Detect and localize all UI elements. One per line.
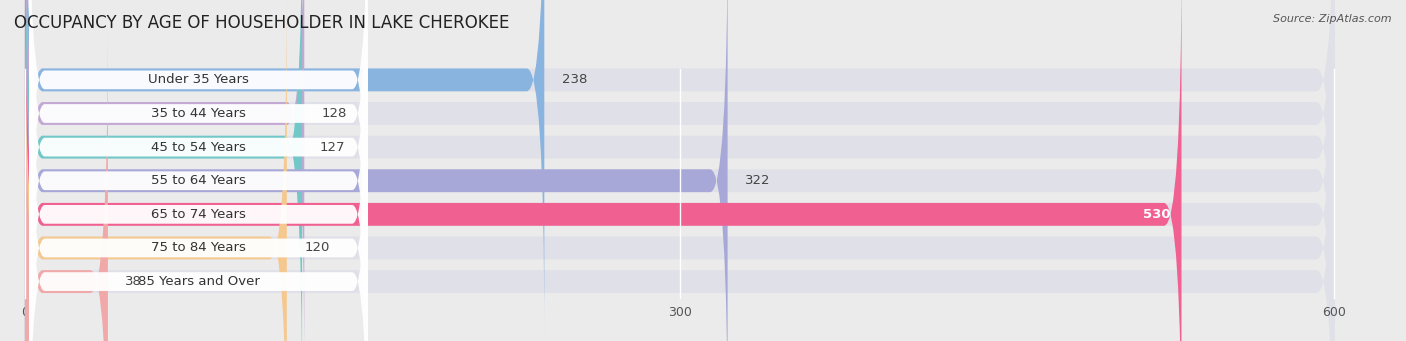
FancyBboxPatch shape bbox=[25, 0, 1334, 341]
FancyBboxPatch shape bbox=[25, 0, 1334, 341]
Text: 38: 38 bbox=[125, 275, 142, 288]
FancyBboxPatch shape bbox=[30, 0, 367, 341]
FancyBboxPatch shape bbox=[25, 0, 1334, 341]
FancyBboxPatch shape bbox=[25, 0, 304, 341]
Text: 55 to 64 Years: 55 to 64 Years bbox=[150, 174, 246, 187]
Text: 35 to 44 Years: 35 to 44 Years bbox=[150, 107, 246, 120]
FancyBboxPatch shape bbox=[25, 24, 1334, 341]
FancyBboxPatch shape bbox=[25, 0, 1334, 341]
FancyBboxPatch shape bbox=[25, 0, 728, 341]
Text: 322: 322 bbox=[745, 174, 770, 187]
Text: Source: ZipAtlas.com: Source: ZipAtlas.com bbox=[1274, 14, 1392, 24]
FancyBboxPatch shape bbox=[25, 0, 302, 341]
Text: 127: 127 bbox=[319, 140, 344, 153]
Text: 85 Years and Over: 85 Years and Over bbox=[138, 275, 259, 288]
Text: 45 to 54 Years: 45 to 54 Years bbox=[150, 140, 246, 153]
FancyBboxPatch shape bbox=[25, 0, 1334, 341]
FancyBboxPatch shape bbox=[25, 0, 287, 341]
FancyBboxPatch shape bbox=[30, 56, 367, 341]
FancyBboxPatch shape bbox=[30, 0, 367, 306]
Text: 120: 120 bbox=[304, 241, 329, 254]
Text: 238: 238 bbox=[562, 73, 588, 86]
Text: 65 to 74 Years: 65 to 74 Years bbox=[150, 208, 246, 221]
Text: 530: 530 bbox=[1143, 208, 1171, 221]
FancyBboxPatch shape bbox=[25, 0, 1334, 337]
Text: 128: 128 bbox=[322, 107, 347, 120]
FancyBboxPatch shape bbox=[30, 0, 367, 341]
FancyBboxPatch shape bbox=[25, 0, 1181, 341]
FancyBboxPatch shape bbox=[25, 24, 108, 341]
FancyBboxPatch shape bbox=[30, 0, 367, 341]
FancyBboxPatch shape bbox=[30, 22, 367, 341]
Text: 75 to 84 Years: 75 to 84 Years bbox=[150, 241, 246, 254]
FancyBboxPatch shape bbox=[30, 0, 367, 339]
Text: OCCUPANCY BY AGE OF HOUSEHOLDER IN LAKE CHEROKEE: OCCUPANCY BY AGE OF HOUSEHOLDER IN LAKE … bbox=[14, 14, 509, 32]
Text: Under 35 Years: Under 35 Years bbox=[148, 73, 249, 86]
FancyBboxPatch shape bbox=[25, 0, 544, 337]
